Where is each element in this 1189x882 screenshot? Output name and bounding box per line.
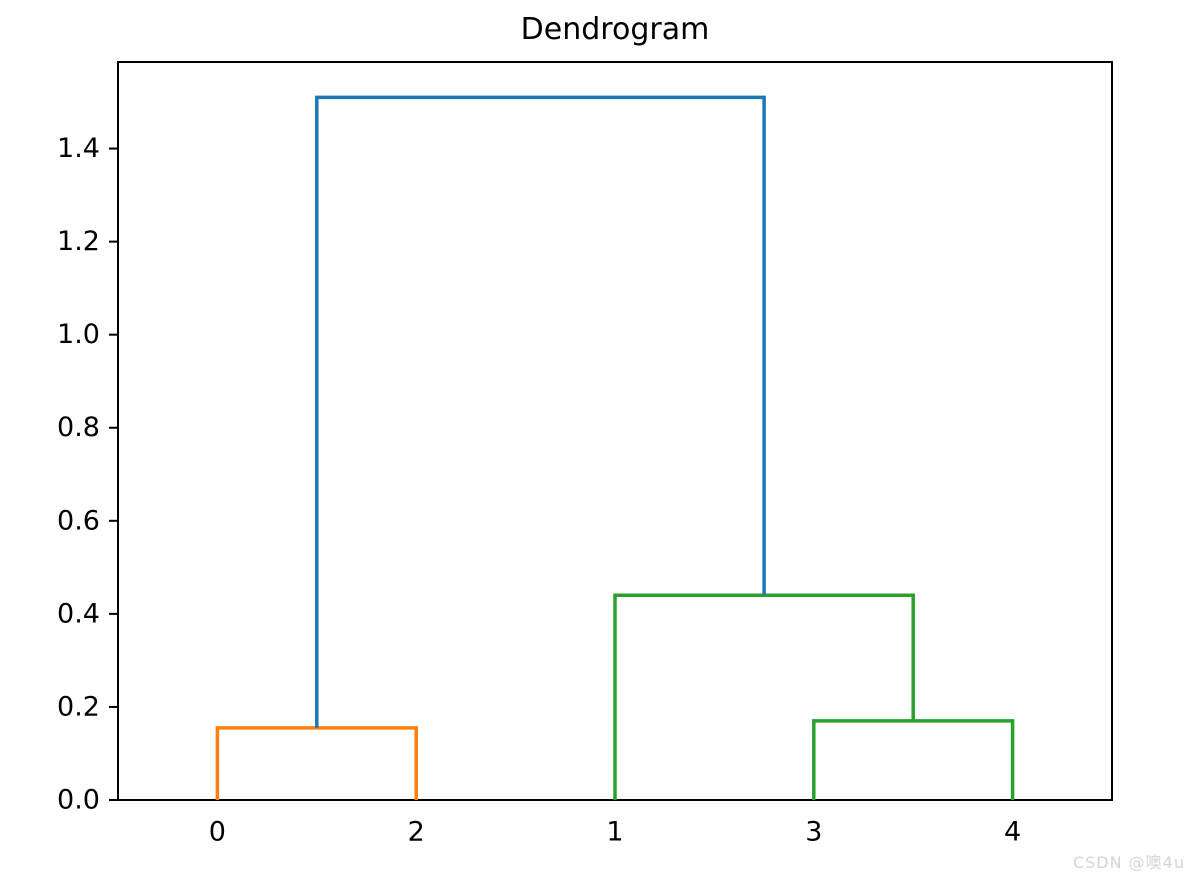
dendrogram-link: [315, 95, 766, 728]
x-leaf-label: 1: [606, 817, 623, 848]
y-tick-label: 1.0: [57, 319, 100, 350]
y-tick-label: 0.6: [57, 505, 100, 536]
x-leaf-label: 4: [1004, 817, 1021, 848]
x-leaf-label: 0: [209, 817, 226, 848]
chart-title: Dendrogram: [520, 12, 710, 47]
x-leaf-label: 2: [408, 817, 425, 848]
x-leaf-label: 3: [805, 817, 822, 848]
dendrogram-link: [215, 726, 418, 800]
y-tick-label: 1.4: [57, 133, 100, 164]
dendrogram-link: [613, 593, 915, 800]
watermark-text: CSDN @噢4u: [1072, 853, 1185, 872]
y-tick-label: 1.2: [57, 226, 100, 257]
dendrogram-link: [812, 719, 1015, 800]
y-tick-label: 0.2: [57, 691, 100, 722]
y-tick-label: 0.8: [57, 412, 100, 443]
y-tick-label: 0.4: [57, 598, 100, 629]
y-tick-label: 0.0: [57, 785, 100, 816]
